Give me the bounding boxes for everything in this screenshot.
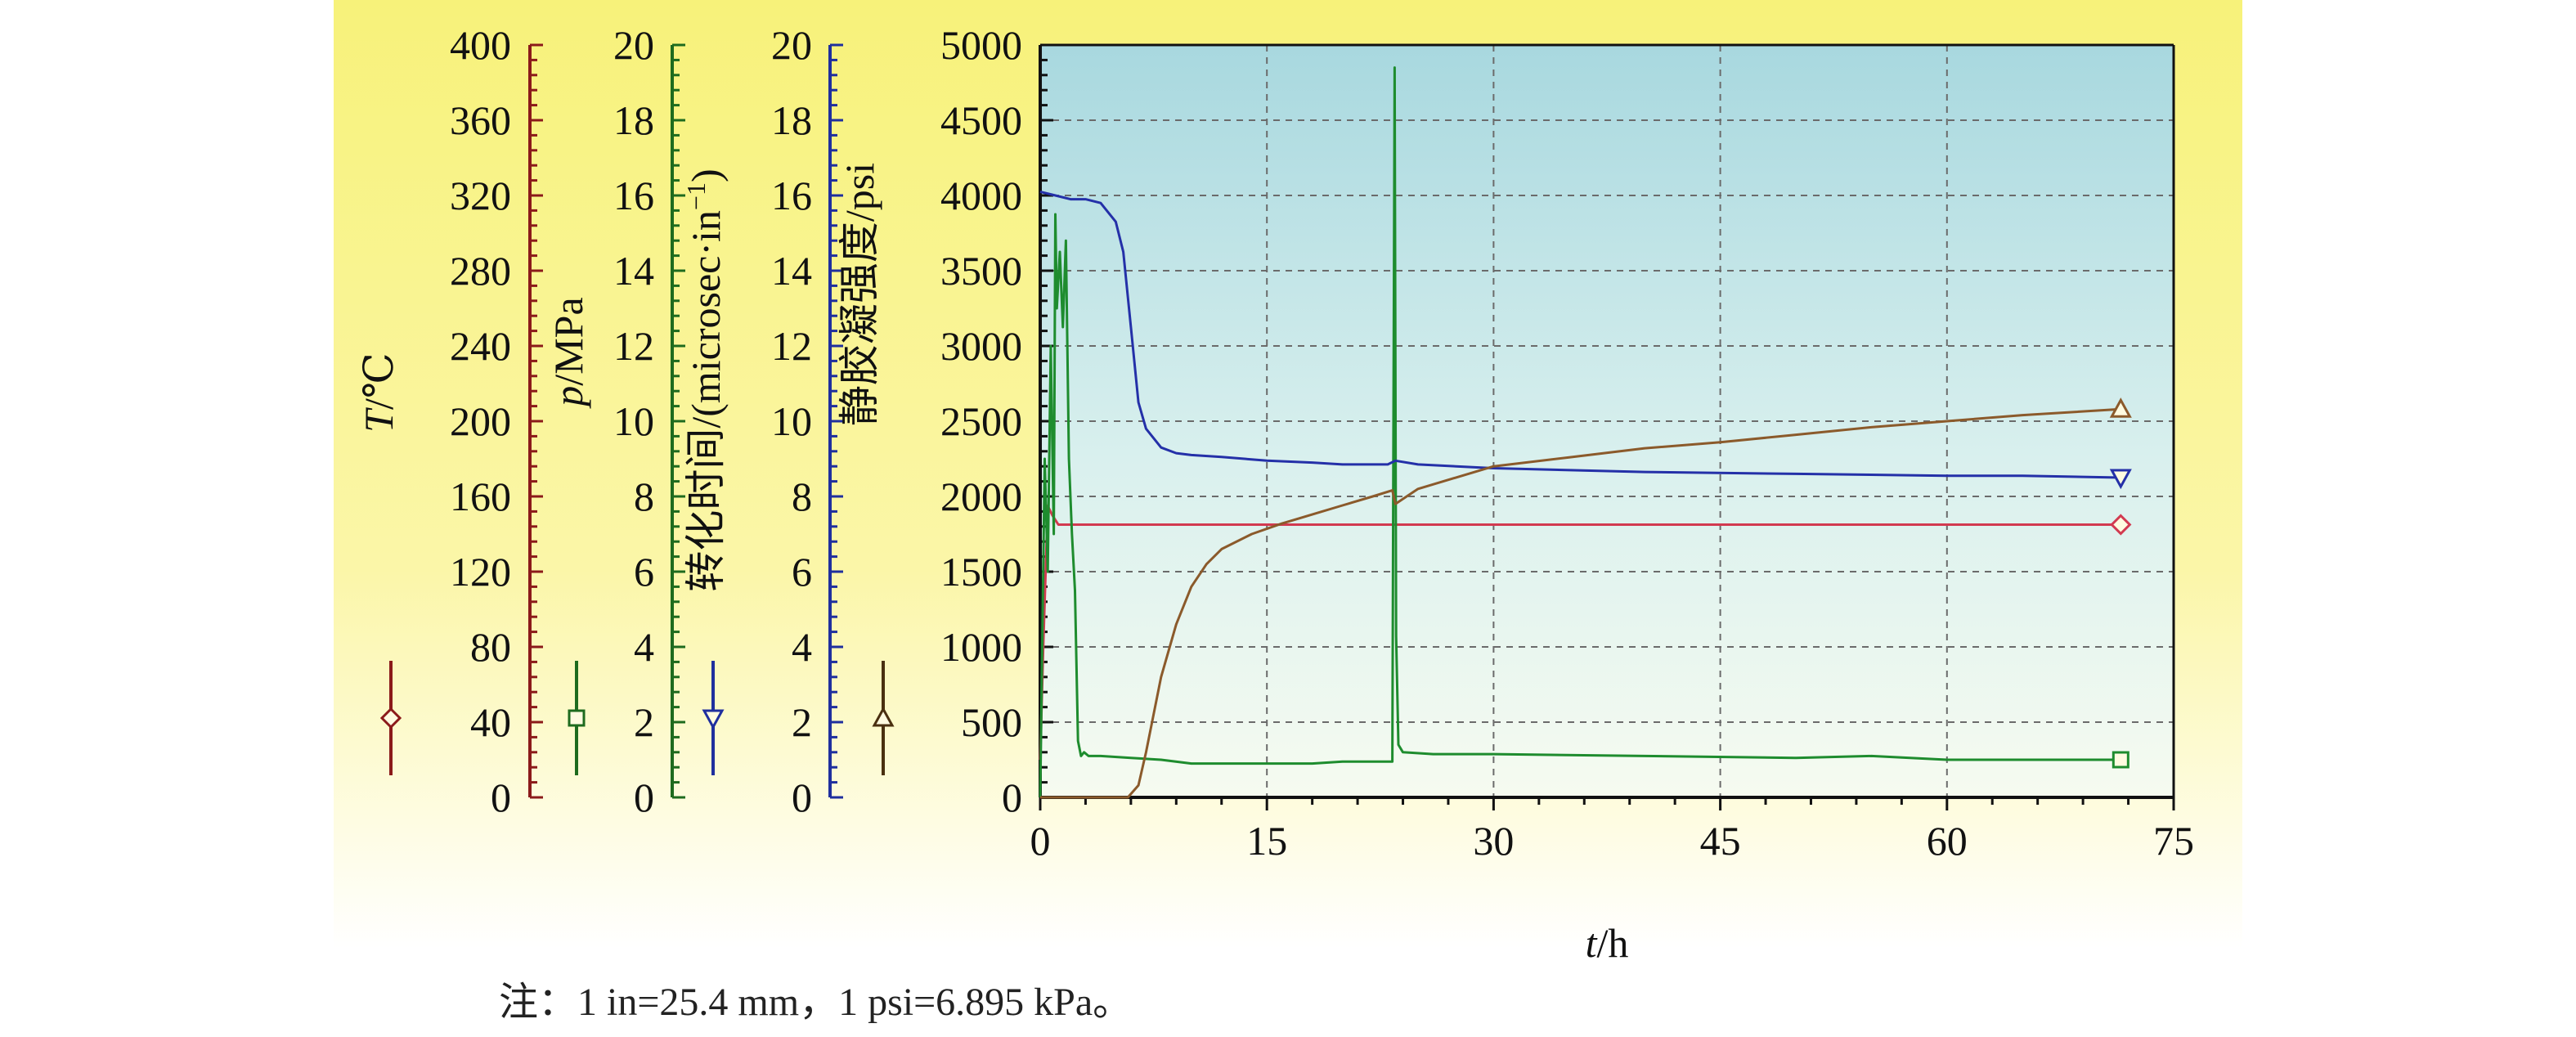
series-transit-end-marker <box>2109 469 2132 490</box>
transit-tick-label: 18 <box>771 97 812 143</box>
transit-tick-label: 8 <box>792 474 812 519</box>
sgs-tick-label: 4500 <box>940 97 1022 143</box>
pressure-axis-title: p/MPa <box>545 297 591 408</box>
pressure-tick-label: 2 <box>634 699 654 745</box>
series-pressure-end-marker <box>2112 751 2129 769</box>
transit-tick-label: 0 <box>792 774 812 820</box>
series-transit-line <box>1039 190 2121 479</box>
x-tick-label: 30 <box>1473 818 1514 864</box>
sgs-tick-label: 2500 <box>940 398 1022 444</box>
sgs-tick-label: 1500 <box>940 549 1022 595</box>
temp-tick-label: 280 <box>450 248 511 294</box>
temp-tick-label: 240 <box>450 323 511 369</box>
pressure-tick-label: 0 <box>634 774 654 820</box>
axis-labels: t/h T/℃ p/MPa 转化时间/(microsec·in−1) 静胶凝强度/psi <box>356 163 1628 966</box>
temp-tick-label: 360 <box>450 97 511 143</box>
pressure-tick-label: 16 <box>613 173 654 218</box>
footnote: 注：1 in=25.4 mm，1 psi=6.895 kPa。 <box>499 981 1133 1024</box>
x-tick-label: 15 <box>1246 818 1287 864</box>
x-tick-label: 0 <box>1030 818 1051 864</box>
series <box>1039 66 2132 799</box>
temp-tick-label: 80 <box>470 624 511 670</box>
transit-tick-label: 12 <box>771 323 812 369</box>
series-sgs-end-marker <box>2109 397 2132 418</box>
transit-tick-label: 14 <box>771 248 812 294</box>
pressure-tick-label: 18 <box>613 97 654 143</box>
pressure-tick-label: 8 <box>634 474 654 519</box>
pressure-legend-marker <box>568 709 586 727</box>
x-tick-label: 75 <box>2153 818 2194 864</box>
transit-tick-label: 4 <box>792 624 812 670</box>
pressure-tick-label: 12 <box>613 323 654 369</box>
x-axis-title: t/h <box>1586 920 1629 966</box>
temp-tick-label: 40 <box>470 699 511 745</box>
sgs-axis-title: 静胶凝强度/psi <box>837 163 882 426</box>
transit-tick-label: 10 <box>771 398 812 444</box>
pressure-tick-label: 20 <box>613 22 654 68</box>
sgs-tick-label: 1000 <box>940 624 1022 670</box>
grid <box>1040 44 2174 797</box>
temp-tick-label: 0 <box>491 774 511 820</box>
pressure-tick-label: 14 <box>613 248 654 294</box>
sgs-tick-label: 5000 <box>940 22 1022 68</box>
temp-tick-label: 200 <box>450 398 511 444</box>
transit-legend-marker <box>702 709 725 730</box>
transit-tick-label: 2 <box>792 699 812 745</box>
pressure-tick-label: 6 <box>634 549 654 595</box>
sgs-tick-label: 4000 <box>940 173 1022 218</box>
temp-tick-label: 160 <box>450 474 511 519</box>
series-pressure-line <box>1039 66 2121 798</box>
transit-axis-title: 转化时间/(microsec·in−1) <box>681 168 729 591</box>
temp-axis-title: T/℃ <box>356 352 402 433</box>
temp-tick-label: 400 <box>450 22 511 68</box>
series-temp-end-marker <box>2110 514 2132 536</box>
temp-tick-label: 120 <box>450 549 511 595</box>
pressure-tick-label: 4 <box>634 624 654 670</box>
transit-tick-label: 6 <box>792 549 812 595</box>
sgs-legend-marker <box>872 706 895 727</box>
x-tick-label: 60 <box>1927 818 1968 864</box>
x-tick-label: 45 <box>1700 818 1741 864</box>
sgs-tick-label: 0 <box>1002 774 1022 820</box>
sgs-tick-label: 500 <box>961 699 1022 745</box>
temp-legend-marker <box>379 707 402 729</box>
sgs-tick-label: 3500 <box>940 248 1022 294</box>
temp-tick-label: 320 <box>450 173 511 218</box>
sgs-tick-label: 3000 <box>940 323 1022 369</box>
series-sgs-line <box>1040 407 2121 799</box>
transit-tick-label: 16 <box>771 173 812 218</box>
pressure-tick-label: 10 <box>613 398 654 444</box>
sgs-tick-label: 2000 <box>940 474 1022 519</box>
axes: 0 15 30 45 60 7504080120160200240280320360400… <box>450 22 2194 864</box>
transit-tick-label: 20 <box>771 22 812 68</box>
